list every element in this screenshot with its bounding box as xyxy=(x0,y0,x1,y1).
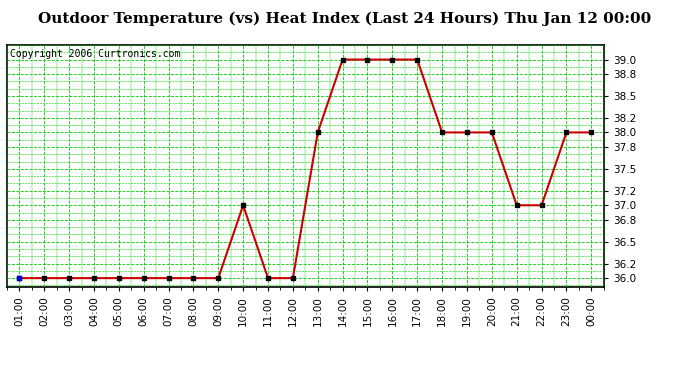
Text: Copyright 2006 Curtronics.com: Copyright 2006 Curtronics.com xyxy=(10,49,180,58)
Text: Outdoor Temperature (vs) Heat Index (Last 24 Hours) Thu Jan 12 00:00: Outdoor Temperature (vs) Heat Index (Las… xyxy=(39,11,651,26)
